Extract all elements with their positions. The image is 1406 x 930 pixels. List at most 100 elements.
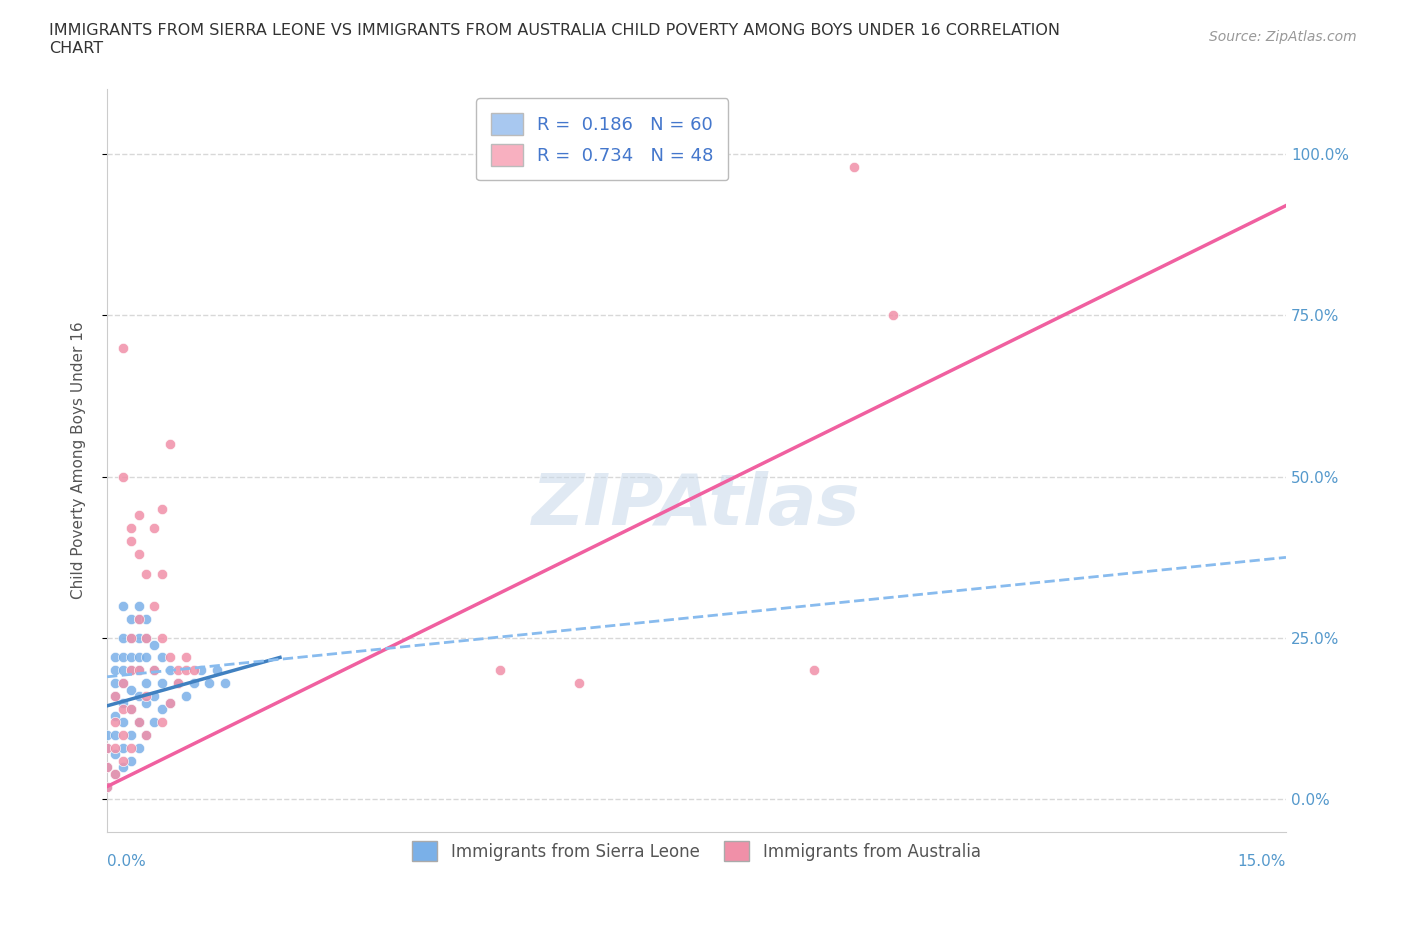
Point [159,695,181,710]
Point [174,689,197,704]
Point [128,714,150,729]
Point [111,676,134,691]
Point [104,689,127,704]
Point [183,663,205,678]
Point [159,437,181,452]
Point [128,611,150,626]
Point [111,663,134,678]
Point [128,714,150,729]
Point [111,650,134,665]
Point [111,470,134,485]
Legend: Immigrants from Sierra Leone, Immigrants from Australia: Immigrants from Sierra Leone, Immigrants… [405,834,987,868]
Point [104,714,127,729]
Point [205,663,228,678]
Point [143,663,166,678]
Point [135,631,157,645]
Point [111,631,134,645]
Text: ZIPAtlas: ZIPAtlas [533,471,860,539]
Point [104,676,127,691]
Point [96,740,118,755]
Point [882,308,904,323]
Point [842,159,865,174]
Point [128,663,150,678]
Point [143,689,166,704]
Point [120,683,142,698]
Point [111,760,134,775]
Point [135,727,157,742]
Point [120,534,142,549]
Text: IMMIGRANTS FROM SIERRA LEONE VS IMMIGRANTS FROM AUSTRALIA CHILD POVERTY AMONG BO: IMMIGRANTS FROM SIERRA LEONE VS IMMIGRAN… [49,23,1060,56]
Point [489,663,512,678]
Point [128,689,150,704]
Point [104,766,127,781]
Text: 0.0%: 0.0% [107,855,146,870]
Point [135,676,157,691]
Point [128,508,150,523]
Point [120,663,142,678]
Point [190,663,212,678]
Point [96,779,118,794]
Point [96,779,118,794]
Point [135,689,157,704]
Point [111,714,134,729]
Point [111,598,134,613]
Point [128,714,150,729]
Point [159,650,181,665]
Point [143,637,166,652]
Point [128,663,150,678]
Point [111,727,134,742]
Point [150,631,173,645]
Point [104,747,127,762]
Point [96,760,118,775]
Point [128,547,150,562]
Point [150,714,173,729]
Point [143,598,166,613]
Point [135,650,157,665]
Point [120,663,142,678]
Point [120,631,142,645]
Point [120,650,142,665]
Point [104,663,127,678]
Point [96,727,118,742]
Point [150,676,173,691]
Point [128,598,150,613]
Point [143,663,166,678]
Point [183,676,205,691]
Point [143,521,166,536]
Point [104,727,127,742]
Point [120,611,142,626]
Point [120,521,142,536]
Point [120,701,142,716]
Point [120,727,142,742]
Point [104,689,127,704]
Point [135,631,157,645]
Point [150,566,173,581]
Point [128,611,150,626]
Point [111,676,134,691]
Point [166,676,188,691]
Y-axis label: Child Poverty Among Boys Under 16: Child Poverty Among Boys Under 16 [72,322,86,599]
Point [111,701,134,716]
Point [135,727,157,742]
Text: Source: ZipAtlas.com: Source: ZipAtlas.com [1209,30,1357,44]
Point [159,695,181,710]
Point [166,676,188,691]
Point [111,695,134,710]
Point [803,663,825,678]
Point [568,676,591,691]
Point [104,740,127,755]
Point [214,676,236,691]
Point [96,760,118,775]
Point [159,663,181,678]
Point [104,650,127,665]
Point [128,650,150,665]
Point [166,663,188,678]
Point [104,766,127,781]
Point [174,650,197,665]
Point [135,695,157,710]
Text: 15.0%: 15.0% [1237,855,1286,870]
Point [111,740,134,755]
Point [150,501,173,516]
Point [143,714,166,729]
Point [120,701,142,716]
